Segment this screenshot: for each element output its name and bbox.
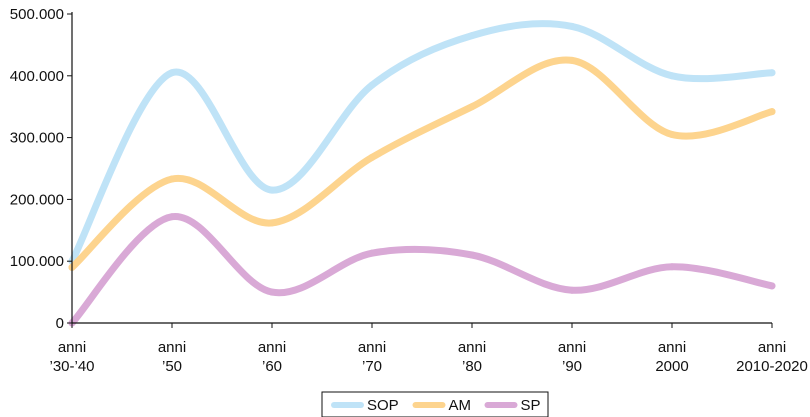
y-tick-label: 300.000 [10,130,64,147]
legend-label-am: AM [449,397,472,414]
legend-label-sop: SOP [367,397,399,414]
x-tick-label-line: anni [358,339,386,356]
data-point-am [268,219,276,227]
data-point-sp [368,249,376,257]
data-point-sp [168,213,176,221]
x-tick-label-line: ’90 [562,358,582,375]
x-tick-label-line: ’60 [262,358,282,375]
data-point-sop [368,81,376,89]
legend-label-sp: SP [521,397,541,414]
y-tick-label: 100.000 [10,253,64,270]
x-tick-label-line: ’50 [162,358,182,375]
y-tick-label: 500.000 [10,6,64,23]
x-tick-label-line: anni [558,339,586,356]
x-tick-label-line: 2010-2020 [736,358,808,375]
data-point-sop [768,69,776,77]
x-tick-label-line: anni [58,339,86,356]
y-tick-label: 0 [56,315,64,332]
x-tick-label-line: 2000 [655,358,688,375]
axis-layer [71,12,772,324]
data-point-sp [268,288,276,296]
data-point-sop [568,22,576,30]
y-tick-label: 400.000 [10,68,64,85]
data-point-sop [168,69,176,77]
x-tick-label-line: anni [758,339,786,356]
x-tick-label: anni ’70 [358,339,386,375]
x-tick-label: anni ’60 [258,339,286,375]
series-line-am [68,56,776,271]
data-point-sop [668,72,676,80]
data-point-am [568,56,576,64]
x-tick-label-line: ’70 [362,358,382,375]
x-tick-label: anni ’30-’40 [49,339,94,375]
y-ticks: 0 100.000 200.000 300.000 400.000 500.000 [10,6,72,332]
x-tick-label-line: anni [658,339,686,356]
series-line-sp [68,213,776,327]
data-point-sop [268,186,276,194]
series-layer [68,20,776,327]
legend: SOP AM SP [321,391,549,417]
data-point-sp [668,263,676,271]
data-point-sop [468,32,476,40]
series-line-sop [68,20,776,265]
y-tick-label: 200.000 [10,191,64,208]
data-point-am [168,175,176,183]
x-tick-label-line: ’30-’40 [49,358,94,375]
data-point-sp [468,251,476,259]
data-point-am [768,108,776,116]
x-tick-label: anni ’90 [558,339,586,375]
x-tick-label: anni 2010-2020 [736,339,808,375]
data-point-am [468,103,476,111]
data-point-sp [568,286,576,294]
x-tick-label-line: anni [258,339,286,356]
x-tick-label: anni ’50 [158,339,186,375]
x-tick-label-line: anni [158,339,186,356]
x-tick-label: anni 2000 [655,339,688,375]
data-point-am [668,131,676,139]
data-point-sp [768,282,776,290]
x-tick-label-line: anni [458,339,486,356]
x-tick-label-line: ’80 [462,358,482,375]
data-point-am [368,153,376,161]
x-tick-label: anni ’80 [458,339,486,375]
